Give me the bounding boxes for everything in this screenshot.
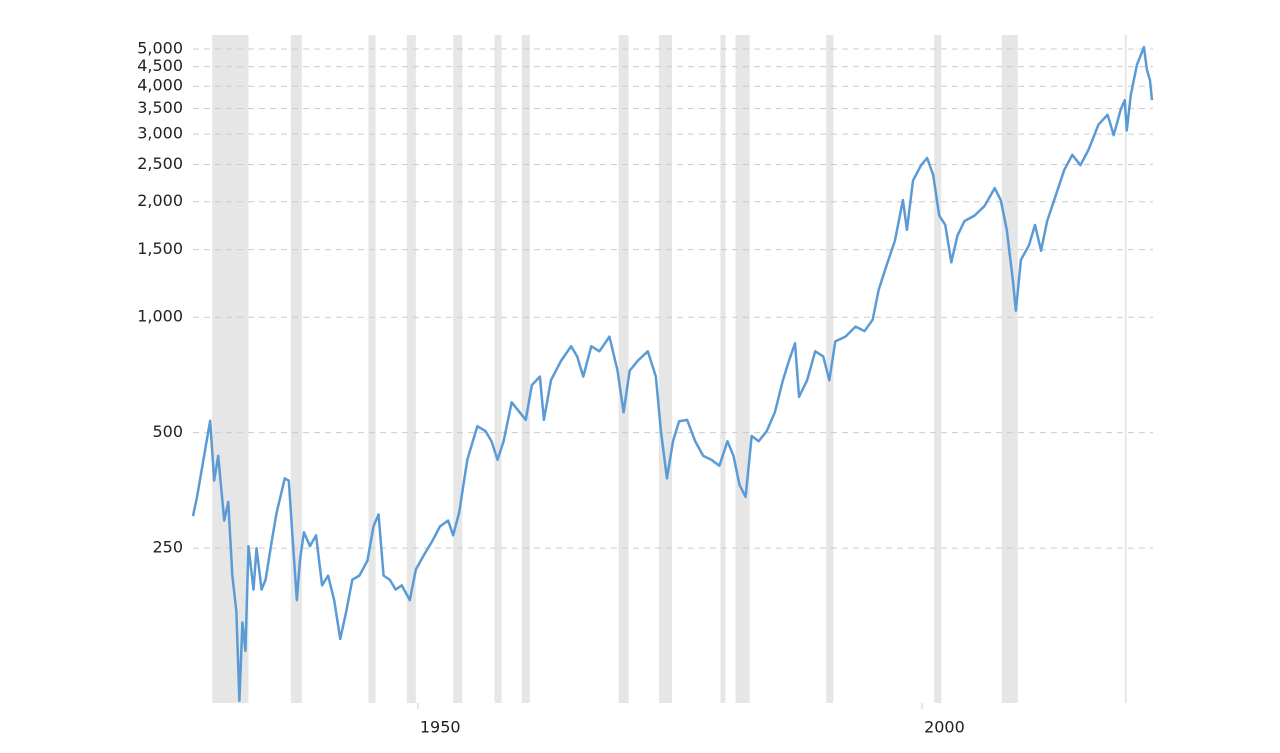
x-tick-label: 1950 xyxy=(420,718,461,737)
recession-band xyxy=(290,35,302,703)
recession-band xyxy=(658,35,672,703)
recession-band xyxy=(494,35,502,703)
y-tick-label: 2,000 xyxy=(137,191,183,210)
recession-band xyxy=(368,35,376,703)
recession-band xyxy=(720,35,726,703)
recession-band xyxy=(406,35,416,703)
y-tick-label: 1,000 xyxy=(137,307,183,326)
y-tick-label: 5,000 xyxy=(137,39,183,58)
y-tick-label: 4,500 xyxy=(137,56,183,75)
y-tick-label: 1,500 xyxy=(137,239,183,258)
recession-band xyxy=(521,35,530,703)
recession-band xyxy=(453,35,463,703)
recession-band xyxy=(735,35,750,703)
recession-band xyxy=(934,35,942,703)
y-tick-label: 3,000 xyxy=(137,124,183,143)
y-tick-label: 500 xyxy=(152,422,183,441)
y-tick-label: 250 xyxy=(152,538,183,557)
y-tick-label: 4,000 xyxy=(137,76,183,95)
recession-band xyxy=(212,35,249,703)
y-tick-label: 3,500 xyxy=(137,98,183,117)
recession-band xyxy=(618,35,629,703)
price-line xyxy=(191,45,1154,703)
recession-band xyxy=(1124,35,1127,703)
x-tick-label: 2000 xyxy=(924,718,965,737)
recession-band xyxy=(1001,35,1018,703)
y-tick-label: 2,500 xyxy=(137,154,183,173)
